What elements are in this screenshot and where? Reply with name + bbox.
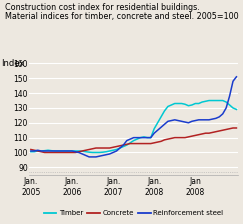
Text: Construction cost index for residential buildings.: Construction cost index for residential …	[5, 3, 200, 12]
Text: Material indices for timber, concrete and steel. 2005=100: Material indices for timber, concrete an…	[5, 12, 238, 21]
Y-axis label: Index: Index	[2, 59, 25, 68]
Legend: Timber, Concrete, Reinforcement steel: Timber, Concrete, Reinforcement steel	[41, 208, 226, 219]
